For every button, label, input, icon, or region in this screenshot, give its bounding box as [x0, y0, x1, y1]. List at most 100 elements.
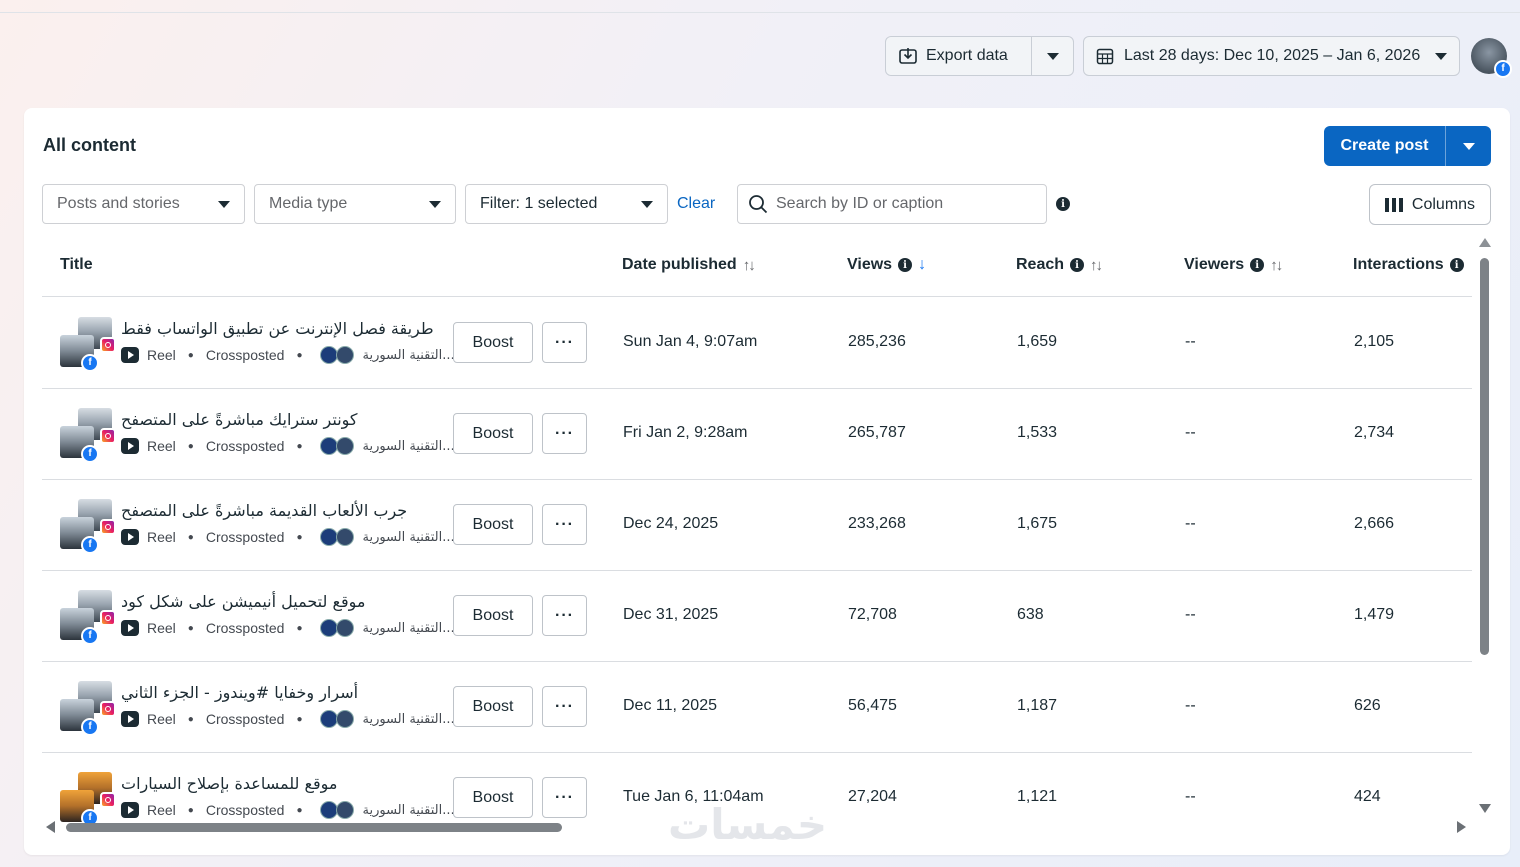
viewers-cell: --	[1185, 515, 1196, 532]
create-post-label: Create post	[1324, 126, 1446, 166]
crossposted-label: Crossposted	[205, 347, 285, 363]
page-name: التقنية السورية...	[362, 802, 455, 818]
column-header-title: Title	[60, 256, 93, 274]
table-row[interactable]: f موقع لتحميل أنيميشن على شكل كود Reel ●…	[42, 570, 1472, 662]
separator-dot: ●	[187, 531, 194, 543]
separator-dot: ●	[187, 622, 194, 634]
more-options-button[interactable]: ···	[542, 413, 587, 454]
create-post-button[interactable]: Create post	[1324, 126, 1491, 166]
post-title[interactable]: كونتر سترايك مباشرةً على المتصفح	[121, 410, 358, 429]
chevron-down-icon	[1462, 142, 1475, 150]
scroll-right-arrow-icon[interactable]	[1457, 821, 1466, 833]
export-data-button[interactable]: Export data	[885, 36, 1074, 76]
info-icon[interactable]: i	[1070, 258, 1085, 272]
boost-button[interactable]: Boost	[453, 322, 533, 363]
crossposted-label: Crossposted	[205, 438, 285, 454]
post-title[interactable]: طريقة فصل الإنترنت عن تطبيق الواتساب فقط	[121, 319, 434, 338]
sort-icon[interactable]: ↑↓	[1090, 256, 1103, 274]
page-name: التقنية السورية...	[362, 711, 455, 727]
clear-filters-link[interactable]: Clear	[677, 195, 716, 212]
sort-icon[interactable]: ↑↓	[742, 256, 756, 274]
post-title[interactable]: أسرار وخفايا #ويندوز - الجزء الثاني	[121, 683, 359, 702]
scroll-down-arrow-icon[interactable]	[1479, 804, 1491, 813]
facebook-icon: f	[81, 536, 99, 554]
calendar-icon	[1096, 48, 1114, 65]
boost-button[interactable]: Boost	[453, 504, 533, 545]
table-row[interactable]: f كونتر سترايك مباشرةً على المتصفح Reel …	[42, 388, 1472, 480]
info-icon[interactable]: i	[1449, 258, 1464, 272]
post-title[interactable]: جرب الألعاب القديمة مباشرةً على المتصفح	[121, 501, 408, 520]
sort-descending-icon[interactable]: ↓	[918, 256, 927, 273]
more-options-button[interactable]: ···	[542, 777, 587, 818]
interactions-cell: 2,666	[1354, 515, 1395, 532]
reach-cell: 1,659	[1017, 333, 1058, 350]
vertical-scrollbar[interactable]	[1478, 238, 1492, 818]
views-header-label: Views	[847, 256, 893, 273]
page-avatar	[336, 710, 355, 728]
horizontal-scrollbar[interactable]	[46, 820, 1466, 834]
column-header-reach[interactable]: Reach i ↑↓	[1016, 256, 1103, 274]
crossposted-label: Crossposted	[205, 529, 285, 545]
column-header-date[interactable]: Date published ↑↓	[622, 256, 756, 274]
separator-dot: ●	[187, 804, 194, 816]
interactions-cell: 2,734	[1354, 424, 1395, 441]
scroll-left-arrow-icon[interactable]	[46, 821, 55, 833]
scroll-up-arrow-icon[interactable]	[1479, 238, 1491, 247]
post-meta: Reel ● Crossposted ● التقنية السورية...	[121, 801, 455, 819]
views-cell: 285,236	[848, 333, 906, 350]
boost-button[interactable]: Boost	[453, 777, 533, 818]
interactions-cell: 2,105	[1354, 333, 1395, 350]
column-header-viewers[interactable]: Viewers i ↑↓	[1184, 256, 1283, 274]
instagram-icon	[100, 428, 116, 444]
column-header-views[interactable]: Views i ↓	[847, 256, 926, 274]
boost-button[interactable]: Boost	[453, 686, 533, 727]
facebook-icon: f	[81, 718, 99, 736]
reel-label: Reel	[147, 529, 176, 545]
columns-button[interactable]: Columns	[1369, 184, 1491, 225]
more-options-button[interactable]: ···	[542, 686, 587, 727]
boost-button[interactable]: Boost	[453, 413, 533, 454]
more-options-button[interactable]: ···	[542, 504, 587, 545]
date-range-picker[interactable]: Last 28 days: Dec 10, 2025 – Jan 6, 2026	[1083, 36, 1460, 76]
columns-label: Columns	[1411, 195, 1476, 213]
column-header-interactions[interactable]: Interactions i	[1353, 256, 1464, 274]
vertical-scrollbar-thumb[interactable]	[1480, 258, 1489, 655]
facebook-icon: f	[81, 445, 99, 463]
chevron-down-icon	[1435, 52, 1447, 60]
create-post-dropdown-toggle[interactable]	[1446, 142, 1491, 150]
search-input[interactable]: Search by ID or caption	[737, 184, 1047, 224]
reel-icon	[121, 620, 139, 636]
more-options-button[interactable]: ···	[542, 595, 587, 636]
info-icon[interactable]: i	[1250, 258, 1265, 272]
separator-dot: ●	[296, 531, 303, 543]
media-type-dropdown[interactable]: Media type	[254, 184, 456, 224]
date-cell: Sun Jan 4, 9:07am	[623, 333, 758, 350]
sort-icon[interactable]: ↑↓	[1270, 256, 1283, 274]
horizontal-scrollbar-thumb[interactable]	[66, 823, 562, 832]
export-dropdown-toggle[interactable]	[1032, 52, 1073, 60]
interactions-cell: 626	[1354, 697, 1381, 714]
separator-dot: ●	[296, 713, 303, 725]
info-icon[interactable]: i	[898, 258, 913, 272]
interactions-header-label: Interactions	[1353, 256, 1444, 273]
reel-label: Reel	[147, 347, 176, 363]
post-title[interactable]: موقع للمساعدة بإصلاح السيارات	[121, 774, 338, 793]
separator-dot: ●	[296, 440, 303, 452]
reach-cell: 638	[1017, 606, 1044, 623]
profile-avatar[interactable]: f	[1471, 38, 1512, 78]
date-cell: Fri Jan 2, 9:28am	[623, 424, 748, 441]
page-avatar	[336, 346, 355, 364]
reach-cell: 1,533	[1017, 424, 1058, 441]
table-row[interactable]: f موقع للمساعدة بإصلاح السيارات Reel ● C…	[42, 752, 1472, 843]
post-title[interactable]: موقع لتحميل أنيميشن على شكل كود	[121, 592, 366, 611]
chevron-down-icon	[218, 200, 230, 208]
table-row[interactable]: f أسرار وخفايا #ويندوز - الجزء الثاني Re…	[42, 661, 1472, 753]
filter-dropdown[interactable]: Filter: 1 selected	[465, 184, 668, 224]
table-row[interactable]: f جرب الألعاب القديمة مباشرةً على المتصف…	[42, 479, 1472, 571]
more-options-button[interactable]: ···	[542, 322, 587, 363]
info-icon[interactable]: i	[1056, 197, 1070, 211]
content-type-dropdown[interactable]: Posts and stories	[42, 184, 245, 224]
table-row[interactable]: f طريقة فصل الإنترنت عن تطبيق الواتساب ف…	[42, 297, 1472, 389]
boost-button[interactable]: Boost	[453, 595, 533, 636]
chevron-down-icon	[429, 200, 441, 208]
